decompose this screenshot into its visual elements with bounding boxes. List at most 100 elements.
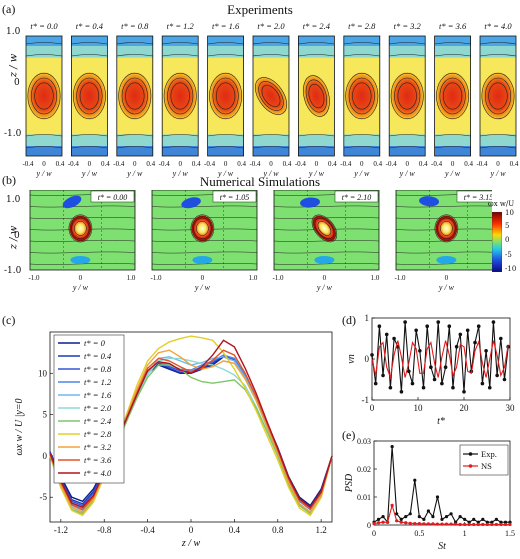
exp-streamline — [390, 72, 424, 120]
x-tick-label: 0.4 — [229, 525, 241, 535]
exp-frame-top — [253, 36, 289, 46]
exp-time-tag: t* = 1.2 — [167, 21, 195, 31]
ns-vortex — [191, 215, 214, 242]
data-point — [417, 522, 421, 526]
data-point — [444, 515, 449, 519]
data-point — [487, 385, 492, 390]
ns-flowline — [273, 205, 380, 208]
data-point — [414, 328, 418, 333]
data-point — [499, 520, 503, 524]
exp-flowline — [162, 146, 199, 149]
exp-time-tag: t* = 0.0 — [30, 21, 58, 31]
exp-xtick: 0.4 — [237, 160, 246, 168]
exp-frame — [297, 35, 335, 157]
exp-flowline — [343, 134, 380, 137]
exp-flowline — [25, 42, 63, 45]
ns-xtick: -1.0 — [150, 274, 162, 282]
data-point — [395, 519, 399, 523]
exp-streamline — [397, 82, 417, 110]
exp-xtick: 0.4 — [101, 160, 110, 168]
legend-entry: Exp. — [481, 449, 497, 459]
exp-xtick: 0.4 — [464, 160, 473, 168]
exp-xtick: 0 — [269, 160, 273, 168]
legend-entry: t* = 0 — [84, 338, 106, 348]
exp-frame-border — [207, 35, 245, 157]
legend-marker — [468, 464, 473, 468]
exp-xtick: -0.4 — [22, 160, 34, 168]
data-point — [454, 522, 458, 526]
legend-box — [459, 444, 509, 476]
exp-xlabel: y / w — [444, 169, 461, 178]
exp-xtick: -0.4 — [204, 160, 216, 168]
x-tick-label: 0 — [189, 525, 194, 535]
data-point — [485, 522, 489, 527]
y-tick-label: 0.02 — [357, 465, 371, 474]
y-tick-label: 0.01 — [357, 493, 371, 502]
panel-a-title: Experiments — [227, 2, 293, 17]
panel-e-label: (e) — [342, 428, 356, 442]
ns-flowline — [151, 263, 258, 265]
exp-frame-border — [479, 35, 517, 157]
exp-xtick: 0.4 — [146, 160, 155, 168]
exp-frame-bottom — [116, 146, 153, 156]
y-tick-label: 0 — [43, 451, 48, 461]
ns-time-tag: t* = 2.10 — [342, 193, 372, 202]
exp-vortex — [302, 74, 331, 118]
ns-flowline — [29, 263, 136, 265]
ns-xtick: 1.0 — [127, 274, 136, 282]
ns-flowline — [29, 251, 136, 254]
ns-frame-border — [273, 189, 380, 271]
panel-a-grid: t* = 0.0 -0.4 0 0.4 y / w t* = 0.4 -0.4 0 0.4 y /… — [22, 18, 520, 178]
panel-c-label: (c) — [2, 313, 16, 327]
exp-streamline — [303, 75, 330, 117]
panel-b-grid: t* = 0.00 -1.0 0 1.0 y / w t* = 1.05 -1.0 0 1.0 y… — [22, 189, 502, 300]
exp-flowline — [343, 42, 380, 45]
exp-frame — [252, 35, 290, 157]
exp-vortex — [390, 72, 425, 120]
series-line — [49, 335, 333, 517]
exp-vortex — [72, 72, 107, 120]
exp-frame — [343, 35, 381, 157]
exp-flowline — [207, 42, 244, 45]
exp-xtick: 0 — [42, 160, 46, 168]
exp-frame-bottom — [343, 146, 380, 156]
ns-time-tag: t* = 0.00 — [98, 193, 128, 202]
ns-frame — [151, 189, 258, 271]
exp-streamline — [258, 81, 284, 111]
y-axis-label: ωx w / U |y=0 — [14, 398, 25, 455]
exp-xtick: 0.4 — [510, 160, 519, 168]
exp-xtick: 0 — [496, 160, 500, 168]
ns-blob-bottom — [436, 256, 457, 264]
exp-flowline — [343, 54, 380, 57]
exp-xlabel: y / w — [81, 169, 98, 178]
data-point — [472, 522, 476, 527]
data-point — [386, 520, 390, 524]
exp-flowline — [252, 134, 290, 137]
y-tick-label: 1 — [365, 313, 370, 323]
ns-vortex — [312, 215, 337, 242]
ns-xtick: -1.0 — [28, 274, 40, 282]
data-point — [370, 353, 374, 357]
exp-flowline — [434, 146, 471, 149]
exp-flowline — [71, 42, 108, 45]
exp-frame-top — [162, 36, 199, 46]
y-tick-label: 5 — [43, 410, 48, 420]
exp-frame — [479, 35, 517, 157]
x-tick-label: 10 — [414, 403, 424, 413]
exp-frame-border — [252, 35, 290, 157]
exp-frame — [116, 35, 154, 157]
exp-flowline — [479, 54, 517, 57]
exp-flowline — [434, 42, 471, 45]
ns-vortex — [435, 215, 458, 242]
ns-xlabel: y / w — [316, 283, 333, 292]
data-point — [449, 522, 453, 526]
exp-flowline — [298, 42, 335, 45]
ns-tag-box — [212, 190, 257, 203]
y-tick-label: 10 — [38, 368, 48, 378]
ns-streamline — [190, 214, 215, 243]
exp-xtick: -0.4 — [68, 160, 80, 168]
exp-xtick: 0.4 — [283, 160, 292, 168]
panel-a-ytick-0: 0 — [14, 78, 20, 88]
legend-entry: t* = 2.8 — [84, 429, 112, 439]
